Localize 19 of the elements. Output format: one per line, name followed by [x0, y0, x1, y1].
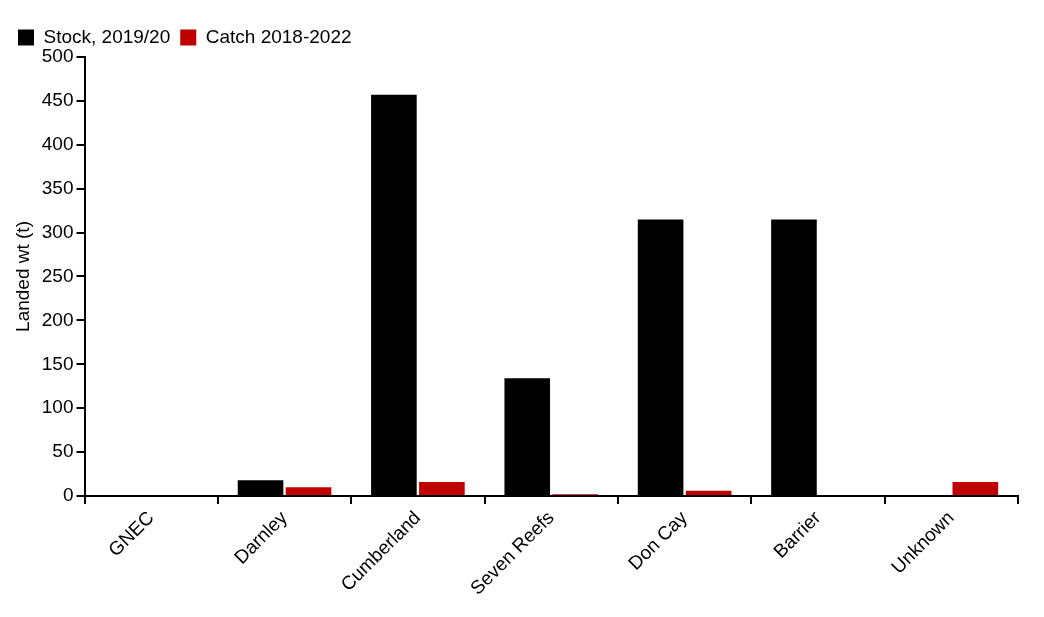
y-tick-label: 50	[52, 440, 74, 462]
bar	[685, 490, 732, 495]
legend-label: Stock, 2019/20	[43, 25, 171, 47]
y-tick-label: 400	[41, 133, 74, 155]
y-tick-label: 200	[41, 308, 74, 330]
y-tick-label: 450	[41, 89, 74, 111]
y-axis-title: Landed wt (t)	[11, 221, 33, 332]
bar	[285, 487, 332, 495]
x-tick-label: Don Cay	[624, 506, 692, 574]
y-tick-label: 300	[41, 220, 74, 242]
y-tick-label: 0	[62, 484, 74, 506]
y-tick-label: 250	[41, 264, 74, 286]
y-tick-label: 500	[41, 45, 74, 67]
legend-label: Catch 2018-2022	[205, 25, 352, 47]
y-tick-label: 100	[41, 396, 74, 418]
y-tick-label: 150	[41, 352, 74, 374]
bar	[419, 481, 465, 495]
y-tick-label: 350	[41, 176, 74, 198]
bar	[952, 481, 999, 495]
